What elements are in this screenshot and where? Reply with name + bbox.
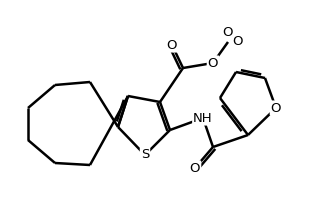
Text: O: O bbox=[271, 102, 281, 114]
Text: S: S bbox=[141, 148, 149, 162]
Text: NH: NH bbox=[193, 111, 213, 125]
Text: O: O bbox=[232, 34, 242, 48]
Text: O: O bbox=[208, 56, 218, 69]
Text: O: O bbox=[167, 38, 177, 51]
Text: O: O bbox=[223, 26, 233, 39]
Text: O: O bbox=[190, 162, 200, 174]
